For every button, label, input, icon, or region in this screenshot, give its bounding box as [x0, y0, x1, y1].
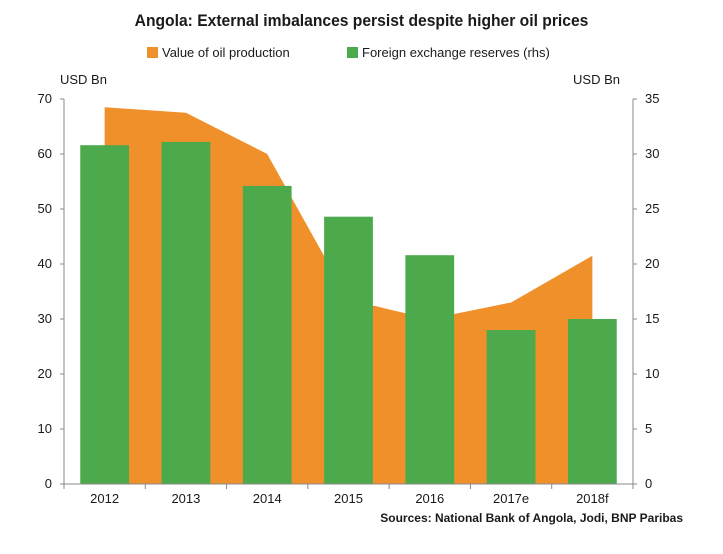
- fx-reserves-bar-2016: [405, 255, 455, 484]
- left-tick-label: 40: [38, 256, 52, 271]
- left-tick-label: 60: [38, 146, 52, 161]
- fx-reserves-bar-2018f: [567, 319, 617, 484]
- fx-reserves-bar-2015: [324, 216, 373, 484]
- left-tick-label: 0: [45, 476, 52, 491]
- legend-label-fx-reserves: Foreign exchange reserves (rhs): [362, 45, 550, 60]
- oil-production-area: [104, 107, 593, 484]
- source-note: Sources: National Bank of Angola, Jodi, …: [380, 511, 683, 525]
- legend-swatch-oil-production: [147, 47, 158, 58]
- legend-swatch-fx-reserves: [347, 47, 358, 58]
- legend: Value of oil production Foreign exchange…: [0, 45, 723, 63]
- chart-title: Angola: External imbalances persist desp…: [134, 11, 589, 30]
- legend-item-fx-reserves: Foreign exchange reserves (rhs): [347, 45, 550, 60]
- x-tick-label-2015: 2015: [334, 491, 363, 506]
- x-tick-label-2018f: 2018f: [576, 491, 609, 506]
- right-tick-label: 0: [645, 476, 652, 491]
- fx-reserves-bar-2014: [242, 185, 292, 484]
- left-tick-label: 20: [38, 366, 52, 381]
- right-tick-label: 20: [645, 256, 659, 271]
- fx-reserves-bar-2012: [80, 145, 130, 484]
- left-tick-label: 70: [38, 91, 52, 106]
- right-axis-unit-label: USD Bn: [573, 72, 620, 87]
- fx-reserves-bar-2017e: [486, 330, 536, 484]
- fx-reserves-bar-2013: [161, 141, 211, 484]
- x-tick-label-2013: 2013: [171, 491, 200, 506]
- right-tick-label: 35: [645, 91, 659, 106]
- x-tick-label-2014: 2014: [253, 491, 282, 506]
- right-tick-label: 10: [645, 366, 659, 381]
- right-tick-label: 30: [645, 146, 659, 161]
- left-tick-label: 30: [38, 311, 52, 326]
- right-tick-label: 5: [645, 421, 652, 436]
- left-tick-label: 50: [38, 201, 52, 216]
- left-axis-unit-label: USD Bn: [60, 72, 107, 87]
- x-tick-label-2016: 2016: [415, 491, 444, 506]
- x-tick-label-2012: 2012: [90, 491, 119, 506]
- right-tick-label: 15: [645, 311, 659, 326]
- left-tick-label: 10: [38, 421, 52, 436]
- legend-item-oil-production: Value of oil production: [147, 45, 290, 60]
- right-tick-label: 25: [645, 201, 659, 216]
- legend-label-oil-production: Value of oil production: [162, 45, 290, 60]
- x-tick-label-2017e: 2017e: [493, 491, 529, 506]
